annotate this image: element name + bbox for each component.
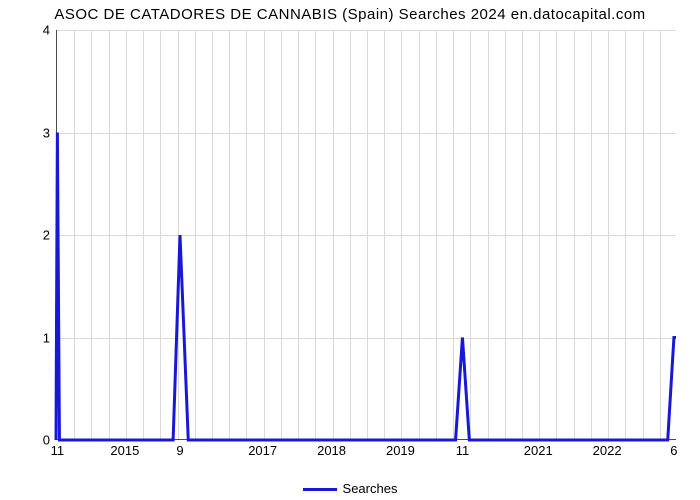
x-tick-label: 2021 [524,443,553,458]
y-tick-label: 3 [10,125,50,140]
callout-label: 6 [670,443,677,458]
legend-label: Searches [343,481,398,496]
x-tick-label: 2015 [110,443,139,458]
callout-label: 11 [456,443,470,458]
legend: Searches [0,481,700,496]
x-tick-label: 2017 [248,443,277,458]
series-line [56,30,676,440]
chart-container: ASOC DE CATADORES DE CANNABIS (Spain) Se… [0,0,700,500]
y-tick-label: 1 [10,330,50,345]
y-tick-label: 2 [10,228,50,243]
callout-label: 11 [51,443,65,458]
x-tick-label: 2019 [386,443,415,458]
x-tick-label: 2018 [317,443,346,458]
y-tick-label: 4 [10,23,50,38]
chart-title: ASOC DE CATADORES DE CANNABIS (Spain) Se… [0,6,700,23]
callout-label: 9 [176,443,183,458]
legend-swatch [303,488,337,491]
x-tick-label: 2022 [593,443,622,458]
y-tick-label: 0 [10,433,50,448]
